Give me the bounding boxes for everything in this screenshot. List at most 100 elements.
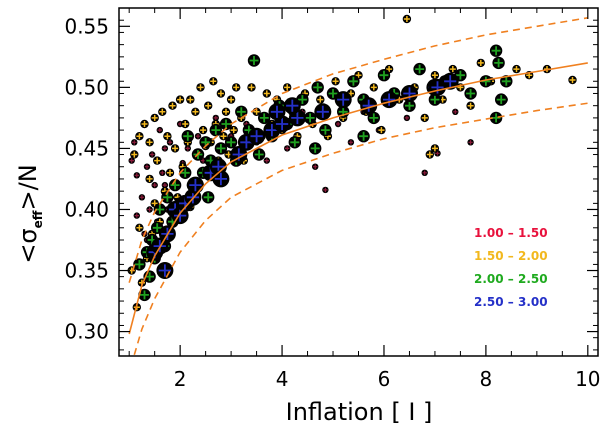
data-point — [464, 87, 477, 100]
y-tick-label: 0.55 — [64, 14, 109, 38]
data-point — [262, 89, 271, 98]
data-point — [430, 71, 440, 80]
x-axis-label: Inflation [ I ] — [286, 398, 433, 426]
data-point — [199, 136, 212, 149]
y-tick-label: 0.45 — [64, 136, 109, 160]
data-point — [156, 126, 163, 134]
x-tick-label: 10 — [575, 367, 600, 391]
data-point — [209, 123, 222, 137]
data-point — [337, 105, 350, 119]
data-point — [219, 117, 233, 131]
data-point — [402, 14, 412, 24]
legend-entry: 1.00 – 1.50 — [474, 226, 548, 240]
data-point — [377, 69, 391, 82]
data-point — [198, 125, 208, 135]
data-point — [309, 142, 322, 155]
data-point — [357, 130, 370, 143]
data-point — [159, 169, 166, 176]
data-point — [283, 97, 301, 115]
data-point — [283, 83, 292, 92]
data-point — [146, 206, 153, 213]
data-point — [311, 81, 324, 94]
fit-curves — [128, 17, 588, 356]
data-point — [500, 75, 513, 88]
data-point — [170, 144, 180, 153]
data-point — [140, 119, 149, 129]
axis-ticks — [119, 8, 598, 356]
legend: 1.00 – 1.50 1.50 – 2.00 2.00 – 2.50 2.50 – … — [474, 226, 548, 309]
data-point — [230, 146, 248, 163]
data-point — [512, 64, 521, 74]
data-point — [184, 145, 191, 152]
x-tick-labels: 2 4 6 8 10 — [174, 367, 600, 391]
data-point — [232, 83, 241, 92]
data-point — [466, 101, 475, 110]
x-tick-label: 8 — [480, 367, 493, 391]
data-point — [452, 108, 459, 116]
data-point — [334, 120, 342, 128]
data-point — [568, 75, 577, 85]
data-point — [288, 136, 301, 149]
data-point — [369, 83, 378, 92]
data-point — [138, 288, 151, 302]
data-point — [247, 54, 261, 67]
data-point — [191, 107, 200, 117]
data-point — [150, 113, 159, 123]
data-point — [135, 223, 144, 232]
data-point — [133, 258, 146, 271]
data-point — [214, 142, 228, 155]
data-point — [216, 89, 226, 98]
data-point — [312, 163, 319, 170]
data-point — [347, 75, 360, 88]
y-tick-labels: 0.30 0.35 0.40 0.45 0.50 0.55 — [64, 14, 109, 343]
data-point — [367, 111, 380, 125]
data-point — [133, 212, 140, 219]
data-point — [204, 101, 213, 110]
data-point — [403, 114, 411, 122]
data-point — [430, 144, 440, 153]
data-point — [347, 139, 355, 146]
data-point — [175, 95, 185, 104]
data-point — [163, 132, 172, 141]
data-point — [314, 103, 332, 121]
data-point — [209, 77, 218, 86]
data-point — [161, 145, 169, 152]
data-point — [148, 151, 156, 158]
data-point — [158, 107, 167, 117]
data-point — [212, 114, 219, 122]
data-point — [166, 139, 174, 146]
data-point — [135, 132, 144, 141]
series-2 — [127, 14, 577, 312]
data-point — [248, 127, 266, 145]
legend-entry: 1.50 – 2.00 — [474, 249, 548, 263]
data-point — [495, 93, 508, 106]
data-point — [322, 186, 329, 194]
data-point — [303, 111, 317, 125]
y-axis-label-close: >/N — [14, 164, 42, 210]
data-point — [401, 85, 418, 102]
data-point — [131, 139, 138, 146]
data-point — [247, 83, 256, 92]
data-point — [489, 44, 503, 57]
x-tick-label: 6 — [378, 367, 391, 391]
data-point — [235, 105, 248, 119]
data-point — [377, 125, 386, 135]
data-point — [161, 181, 169, 189]
y-tick-label: 0.35 — [64, 259, 109, 283]
data-point — [219, 132, 228, 141]
data-point — [212, 170, 230, 188]
data-point — [181, 130, 194, 143]
data-point — [268, 103, 286, 121]
data-point — [153, 156, 162, 165]
data-point — [334, 91, 352, 109]
data-point — [186, 95, 195, 104]
data-point — [128, 157, 135, 164]
data-point — [186, 176, 204, 194]
data-point — [252, 148, 266, 161]
data-point — [145, 174, 154, 184]
legend-entry: 2.00 – 2.50 — [474, 272, 548, 286]
data-point — [258, 111, 271, 125]
data-point — [380, 91, 398, 109]
data-point — [413, 62, 426, 76]
data-point — [263, 157, 270, 164]
